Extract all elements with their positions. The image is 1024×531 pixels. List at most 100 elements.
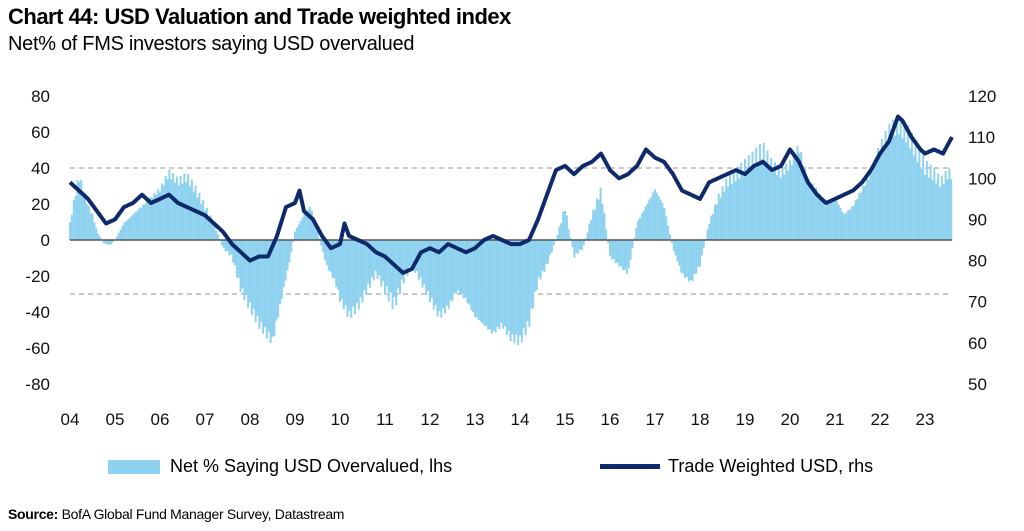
bar-197 — [438, 240, 441, 312]
bar-447 — [907, 125, 910, 240]
bar-214 — [470, 240, 473, 311]
bar-202 — [447, 240, 450, 309]
bar-157 — [363, 240, 366, 291]
tick-x-22: 22 — [871, 410, 890, 429]
bar-16 — [99, 236, 101, 240]
bar-100 — [256, 240, 259, 317]
bar-198 — [440, 240, 443, 318]
bar-261 — [558, 226, 561, 240]
bar-241 — [520, 240, 523, 343]
bar-381 — [783, 174, 786, 240]
bar-330 — [687, 240, 690, 282]
bar-333 — [693, 240, 696, 275]
bar-83 — [224, 240, 227, 252]
bar-154 — [357, 240, 360, 310]
bar-143 — [337, 240, 340, 290]
bar-344 — [714, 204, 716, 240]
bar-437 — [888, 123, 891, 240]
bar-92 — [241, 240, 244, 289]
bar-425 — [865, 177, 868, 240]
bar-170 — [387, 240, 390, 302]
bar-466 — [942, 183, 945, 240]
tick-right-110: 110 — [968, 128, 995, 147]
bar-334 — [695, 240, 698, 274]
bar-108 — [271, 240, 274, 337]
bar-267 — [569, 237, 572, 240]
bar-301 — [633, 237, 636, 240]
legend-swatch-bars — [108, 459, 160, 474]
bar-140 — [331, 240, 334, 278]
bar-234 — [507, 240, 510, 331]
bar-164 — [376, 240, 379, 279]
bar-448 — [909, 148, 911, 240]
bar-280 — [594, 209, 596, 240]
bar-462 — [935, 183, 938, 240]
bar-373 — [768, 167, 771, 240]
bar-270 — [575, 240, 578, 253]
series-line-trade-weighted-usd — [68, 114, 954, 275]
bar-9 — [85, 204, 88, 240]
bar-230 — [500, 240, 503, 323]
bar-27 — [119, 229, 122, 240]
bar-436 — [886, 141, 889, 240]
bar-398 — [815, 187, 818, 240]
bar-274 — [582, 240, 585, 245]
bar-96 — [249, 240, 251, 302]
tick-left-20: 20 — [31, 195, 50, 214]
chart-subtitle: Net% of FMS investors saying USD overval… — [8, 33, 415, 55]
bar-166 — [380, 240, 383, 287]
bar-174 — [395, 240, 398, 306]
bar-269 — [573, 240, 576, 258]
bar-216 — [474, 240, 476, 317]
tick-left-0: 0 — [41, 231, 50, 250]
bar-362 — [747, 155, 750, 240]
bar-21 — [108, 240, 111, 245]
bar-286 — [605, 229, 608, 240]
bar-363 — [749, 170, 752, 240]
bar-10 — [87, 206, 90, 240]
tick-x-15: 15 — [556, 410, 575, 429]
bar-268 — [571, 240, 574, 248]
bar-289 — [610, 240, 613, 260]
bar-40 — [144, 204, 146, 240]
bar-12 — [91, 213, 94, 240]
tick-x-09: 09 — [286, 410, 305, 429]
bar-316 — [661, 203, 664, 240]
bar-15 — [97, 233, 100, 240]
bar-139 — [329, 240, 332, 272]
bar-50 — [162, 185, 165, 240]
bar-191 — [427, 240, 430, 292]
bar-128 — [309, 206, 311, 240]
bar-468 — [946, 179, 949, 240]
bar-328 — [684, 240, 686, 278]
bar-153 — [355, 240, 358, 303]
bar-432 — [879, 153, 881, 240]
bar-126 — [305, 211, 308, 240]
bar-375 — [772, 172, 775, 240]
bar-236 — [511, 240, 514, 335]
bar-239 — [517, 240, 520, 346]
bar-387 — [794, 158, 797, 240]
bar-238 — [515, 240, 518, 335]
bar-346 — [717, 193, 720, 240]
bar-376 — [774, 162, 776, 240]
bar-418 — [852, 205, 855, 240]
bar-47 — [157, 189, 160, 240]
bar-257 — [550, 240, 553, 253]
bar-391 — [802, 166, 805, 240]
bar-141 — [333, 240, 336, 279]
tick-x-13: 13 — [466, 410, 485, 429]
bar-278 — [590, 219, 593, 240]
bar-282 — [597, 199, 600, 240]
tick-right-90: 90 — [968, 210, 987, 229]
bar-384 — [789, 160, 791, 240]
bar-273 — [580, 240, 583, 251]
bar-78 — [215, 230, 218, 240]
bar-392 — [804, 166, 806, 240]
bar-470 — [950, 178, 953, 240]
bar-285 — [603, 213, 606, 240]
bar-107 — [269, 240, 272, 343]
tick-x-23: 23 — [916, 410, 935, 429]
bar-271 — [577, 240, 580, 254]
bar-374 — [770, 157, 773, 240]
